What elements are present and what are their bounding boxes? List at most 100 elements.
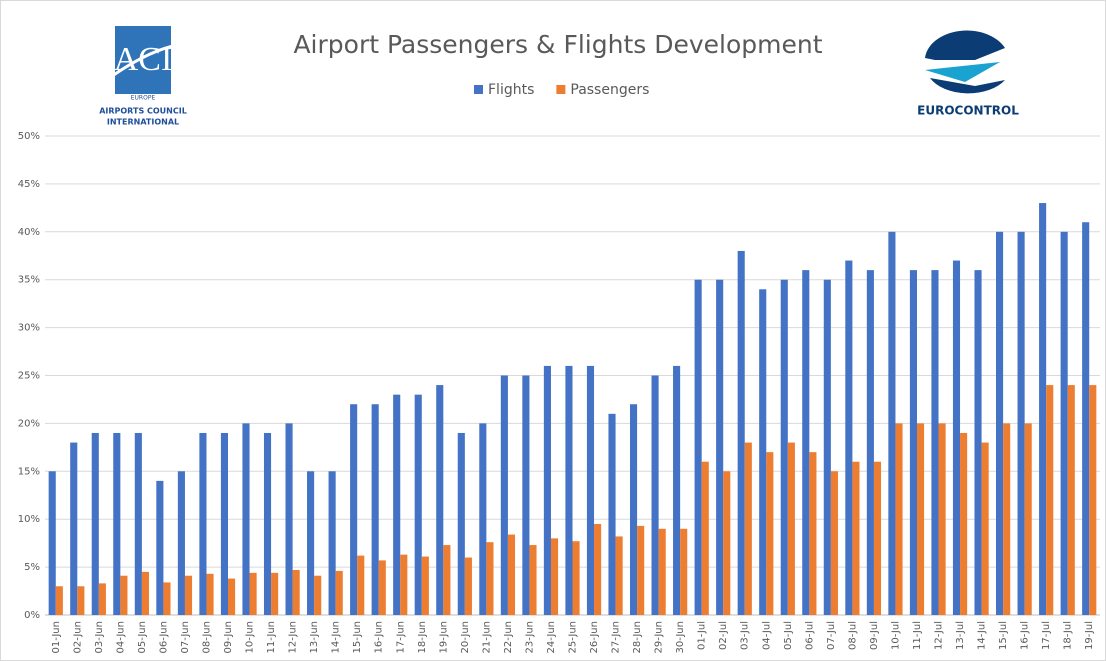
bar [177, 471, 185, 615]
bar [852, 461, 860, 615]
bar [658, 528, 666, 615]
bar [206, 573, 214, 615]
x-tick-label: 11-Jun [266, 621, 277, 654]
x-tick-label: 18-Jun [417, 621, 428, 654]
ec-wing [925, 62, 1000, 82]
x-tick-label: 10-Jul [890, 621, 901, 650]
bar [744, 442, 752, 615]
x-tick-label: 07-Jun [180, 621, 191, 654]
bar [1089, 385, 1097, 615]
bar [263, 432, 272, 615]
x-tick-label: 13-Jul [955, 621, 966, 650]
y-tick-label: 30% [18, 323, 40, 334]
bar [938, 423, 946, 615]
bar [981, 442, 989, 615]
x-tick-label: 04-Jun [115, 621, 126, 654]
y-tick-label: 0% [24, 610, 40, 621]
bar [134, 432, 142, 615]
x-tick-label: 24-Jun [546, 621, 557, 654]
bar [1046, 385, 1054, 615]
legend-label: Flights [488, 82, 534, 98]
bar [184, 575, 193, 615]
x-tick-label: 14-Jun [331, 621, 342, 654]
bar [486, 542, 494, 615]
bar [888, 231, 896, 616]
eurocontrol-logo: EUROCONTROL [917, 30, 1019, 118]
y-tick-label: 10% [18, 514, 40, 525]
ec-shape [930, 78, 1005, 94]
bar [809, 452, 817, 615]
bar [371, 404, 379, 615]
bar [1082, 222, 1090, 615]
x-tick-label: 09-Jul [869, 621, 880, 650]
bar [220, 432, 229, 615]
x-tick-label: 09-Jun [223, 621, 234, 654]
bar [651, 375, 659, 615]
bar [572, 541, 580, 615]
x-tick-label: 01-Jun [51, 621, 62, 654]
x-tick-label: 14-Jul [977, 621, 988, 650]
bar [522, 375, 530, 615]
x-tick-label: 30-Jun [675, 621, 686, 654]
bar [608, 413, 616, 615]
bar [1024, 423, 1032, 615]
x-tick-label: 16-Jul [1020, 621, 1031, 650]
bar [723, 471, 731, 615]
bar [823, 279, 831, 615]
x-tick-label: 06-Jun [158, 621, 169, 654]
bar [55, 586, 63, 615]
x-tick-label: 16-Jun [374, 621, 385, 654]
bar [637, 525, 645, 615]
x-tick-label: 23-Jun [524, 621, 535, 654]
aci-logo: ACI EUROPE AIRPORTS COUNCIL INTERNATIONA… [99, 26, 187, 127]
bar [400, 554, 408, 615]
x-tick-label: 12-Jul [934, 621, 945, 650]
bar [335, 570, 343, 615]
bar [586, 365, 595, 615]
legend-swatch [556, 85, 566, 94]
bar [500, 375, 508, 615]
bar [98, 583, 106, 615]
bar [199, 432, 207, 615]
chart-title: Airport Passengers & Flights Development [293, 30, 822, 59]
bar [916, 423, 925, 615]
x-tick-label: 13-Jun [309, 621, 320, 654]
bar [242, 423, 250, 615]
bar [759, 289, 767, 615]
bar [895, 423, 903, 615]
bar [156, 480, 164, 615]
aci-line: AIRPORTS COUNCIL [99, 107, 187, 116]
bar [1060, 231, 1068, 616]
y-tick-label: 40% [18, 227, 40, 238]
x-tick-label: 12-Jun [288, 621, 299, 654]
x-tick-label: 15-Jul [998, 621, 1009, 650]
legend-swatch [474, 85, 483, 94]
ec-shape [925, 30, 1005, 60]
bar [701, 461, 709, 615]
bar [77, 586, 85, 615]
x-tick-label: 19-Jul [1084, 621, 1095, 650]
bar [436, 385, 444, 615]
bar [357, 555, 365, 615]
x-tick-label: 17-Jun [395, 621, 406, 654]
bar [464, 557, 472, 615]
bar [996, 231, 1004, 616]
x-tick-label: 20-Jun [460, 621, 471, 654]
bar [1017, 231, 1025, 616]
bar [1003, 423, 1011, 615]
x-tick-label: 21-Jun [481, 621, 492, 654]
x-tick-label: 06-Jul [804, 621, 815, 650]
bar [70, 442, 78, 615]
aci-line: EUROPE [131, 95, 156, 102]
x-tick-label: 25-Jun [568, 621, 579, 654]
bar [830, 471, 838, 615]
bar [507, 534, 516, 615]
x-tick-label: 01-Jul [697, 621, 708, 650]
x-tick-label: 19-Jun [438, 621, 449, 654]
x-tick-label: 18-Jul [1063, 621, 1074, 650]
bar [550, 538, 559, 615]
bar [529, 545, 537, 615]
x-tick-label: 11-Jul [912, 621, 923, 650]
bar [787, 442, 795, 615]
x-tick-label: 04-Jul [761, 621, 772, 650]
